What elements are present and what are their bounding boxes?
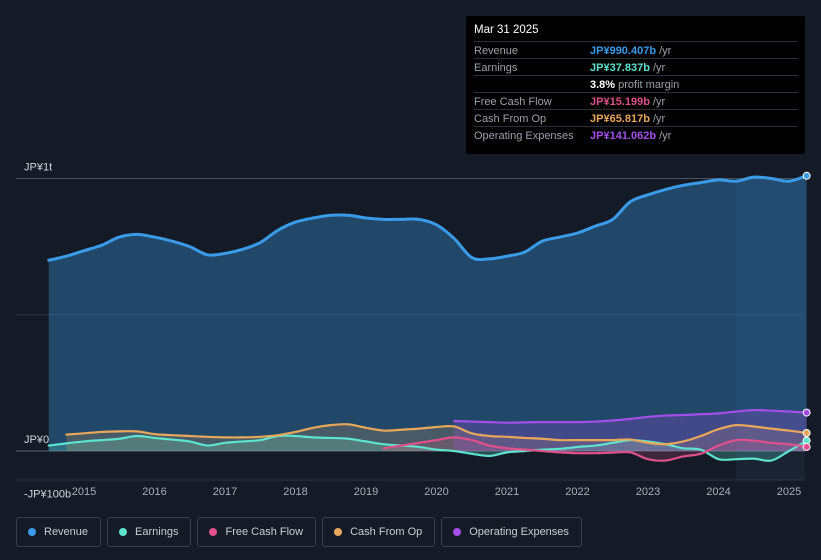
x-tick-label: 2025 [777, 486, 801, 498]
legend-label: Operating Expenses [469, 526, 569, 538]
tooltip-row-label: Earnings [474, 62, 518, 74]
revenue-area [48, 175, 807, 451]
legend-dot-icon [28, 528, 36, 536]
legend-item-earnings[interactable]: Earnings [107, 517, 192, 547]
tooltip-row: Earnings JP¥37.837b /yr [474, 58, 798, 76]
legend-item-cash-from-op[interactable]: Cash From Op [322, 517, 436, 547]
operating-expenses-line [453, 409, 808, 424]
cash-from-op-area [66, 424, 807, 451]
x-tick-label: 2017 [213, 486, 237, 498]
revenue-line [47, 174, 809, 262]
tooltip-row: Cash From Op JP¥65.817b /yr [474, 109, 798, 127]
free-cash-flow-endpoint [802, 442, 811, 451]
tooltip-row-value: JP¥15.199b /yr [590, 96, 666, 108]
tooltip-row: Revenue JP¥990.407b /yr [474, 41, 798, 59]
tooltip-row: 3.8% profit margin [474, 75, 798, 93]
tooltip-row: Operating Expenses JP¥141.062b /yr [474, 126, 798, 144]
legend-dot-icon [334, 528, 343, 536]
legend-label: Cash From Op [350, 526, 423, 538]
legend-item-free-cash-flow[interactable]: Free Cash Flow [197, 517, 317, 547]
legend-item-revenue[interactable]: Revenue [16, 517, 102, 547]
operating-expenses-area [454, 410, 807, 451]
legend-dot-icon [453, 528, 462, 536]
tooltip-row-unit: profit margin [618, 79, 680, 91]
y-tick-label: JP¥0 [24, 434, 49, 446]
operating-expenses-endpoint [802, 408, 811, 417]
y-axis-ticks: JP¥1t JP¥0 -JP¥100b [24, 162, 71, 501]
free-cash-flow-area [383, 437, 807, 461]
x-tick-label: 2022 [565, 486, 589, 498]
tooltip: Mar 31 2025 Revenue JP¥990.407b /yr Earnin… [466, 16, 805, 154]
tooltip-row-value: JP¥141.062b /yr [590, 130, 672, 142]
legend-item-operating-expenses[interactable]: Operating Expenses [441, 517, 582, 547]
y-tick-label: JP¥1t [24, 162, 52, 174]
legend: Revenue Earnings Free Cash Flow Cash From O… [16, 517, 582, 547]
legend-label: Revenue [44, 526, 89, 538]
cash-from-op-line [65, 423, 808, 446]
tooltip-row: Free Cash Flow JP¥15.199b /yr [474, 92, 798, 110]
x-tick-label: 2018 [283, 486, 307, 498]
x-tick-label: 2024 [706, 486, 730, 498]
x-axis-ticks: 2015 2016 2017 2018 2019 2020 2021 2022 2023 2024… [72, 486, 801, 498]
tooltip-row-label: Operating Expenses [474, 130, 574, 142]
legend-dot-icon [119, 528, 128, 536]
tooltip-row-unit: /yr [653, 96, 666, 108]
tooltip-row-unit: /yr [659, 45, 672, 57]
cash-from-op-endpoint [802, 429, 811, 438]
tooltip-row-unit: /yr [653, 113, 666, 125]
tooltip-row-label: Revenue [474, 45, 519, 57]
x-tick-label: 2021 [495, 486, 519, 498]
tooltip-row-value: JP¥990.407b /yr [590, 45, 672, 57]
legend-label: Earnings [135, 526, 179, 538]
tooltip-date: Mar 31 2025 [474, 24, 539, 36]
x-tick-label: 2020 [424, 486, 448, 498]
x-tick-label: 2023 [636, 486, 660, 498]
tooltip-row-value: JP¥37.837b /yr [590, 62, 666, 74]
tooltip-row-label: Cash From Op [474, 113, 547, 125]
revenue-endpoint [802, 171, 811, 180]
series-endpoints [802, 171, 811, 451]
tooltip-row-value: 3.8% profit margin [590, 79, 680, 91]
y-tick-label: -JP¥100b [24, 488, 71, 500]
free-cash-flow-line [382, 436, 808, 462]
x-tick-label: 2019 [354, 486, 378, 498]
x-tick-label: 2015 [72, 486, 96, 498]
tooltip-row-unit: /yr [653, 62, 666, 74]
series-areas [48, 175, 807, 461]
legend-label: Free Cash Flow [225, 526, 304, 538]
x-tick-label: 2016 [142, 486, 166, 498]
gridlines [16, 178, 805, 481]
tooltip-row-value: JP¥65.817b /yr [590, 113, 666, 125]
legend-dot-icon [209, 528, 218, 536]
earnings-line [47, 434, 808, 462]
tooltip-row-unit: /yr [659, 130, 672, 142]
tooltip-row-label: Free Cash Flow [474, 96, 552, 108]
series-lines [47, 174, 809, 462]
